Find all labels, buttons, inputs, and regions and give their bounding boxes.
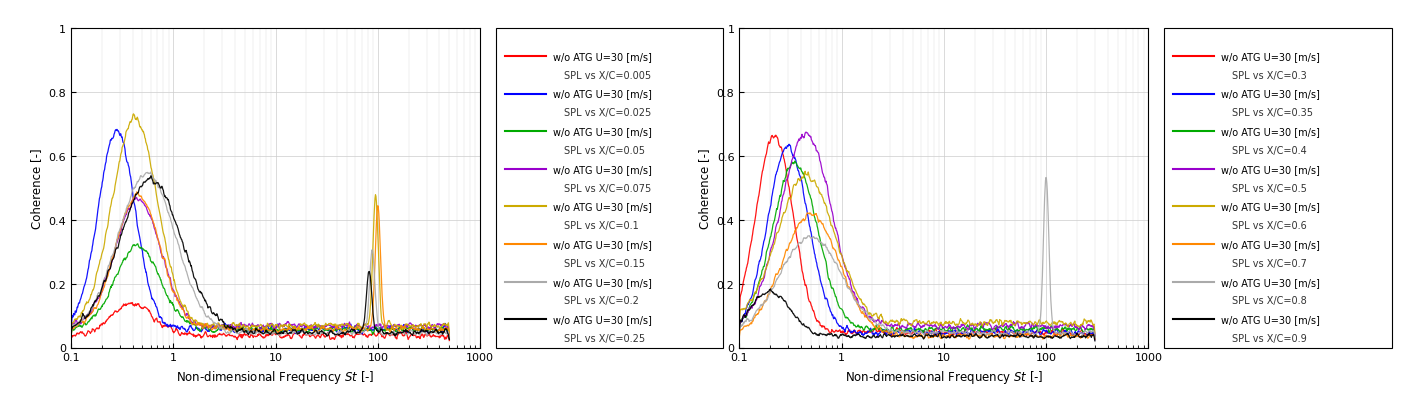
FancyBboxPatch shape bbox=[1164, 29, 1392, 348]
Text: w/o ATG U=30 [m/s]: w/o ATG U=30 [m/s] bbox=[552, 127, 652, 137]
Text: SPL vs X/C=0.8: SPL vs X/C=0.8 bbox=[1233, 296, 1308, 306]
X-axis label: Non-dimensional Frequency $St$ [-]: Non-dimensional Frequency $St$ [-] bbox=[176, 368, 375, 385]
Text: SPL vs X/C=0.15: SPL vs X/C=0.15 bbox=[564, 258, 645, 268]
Text: SPL vs X/C=0.005: SPL vs X/C=0.005 bbox=[564, 71, 652, 81]
Text: w/o ATG U=30 [m/s]: w/o ATG U=30 [m/s] bbox=[552, 89, 652, 99]
Text: SPL vs X/C=0.35: SPL vs X/C=0.35 bbox=[1233, 108, 1314, 118]
Text: SPL vs X/C=0.6: SPL vs X/C=0.6 bbox=[1233, 221, 1308, 231]
Text: SPL vs X/C=0.05: SPL vs X/C=0.05 bbox=[564, 146, 645, 155]
Y-axis label: Coherence [-]: Coherence [-] bbox=[30, 148, 43, 228]
Text: w/o ATG U=30 [m/s]: w/o ATG U=30 [m/s] bbox=[1221, 52, 1321, 62]
Text: w/o ATG U=30 [m/s]: w/o ATG U=30 [m/s] bbox=[1221, 202, 1321, 212]
Text: SPL vs X/C=0.3: SPL vs X/C=0.3 bbox=[1233, 71, 1308, 81]
Text: w/o ATG U=30 [m/s]: w/o ATG U=30 [m/s] bbox=[1221, 277, 1321, 287]
Text: w/o ATG U=30 [m/s]: w/o ATG U=30 [m/s] bbox=[552, 277, 652, 287]
Text: w/o ATG U=30 [m/s]: w/o ATG U=30 [m/s] bbox=[1221, 315, 1321, 324]
Text: w/o ATG U=30 [m/s]: w/o ATG U=30 [m/s] bbox=[1221, 127, 1321, 137]
Text: SPL vs X/C=0.075: SPL vs X/C=0.075 bbox=[564, 183, 652, 193]
Y-axis label: Coherence [-]: Coherence [-] bbox=[699, 148, 711, 228]
Text: SPL vs X/C=0.025: SPL vs X/C=0.025 bbox=[564, 108, 652, 118]
Text: w/o ATG U=30 [m/s]: w/o ATG U=30 [m/s] bbox=[552, 52, 652, 62]
Text: w/o ATG U=30 [m/s]: w/o ATG U=30 [m/s] bbox=[552, 164, 652, 174]
Text: w/o ATG U=30 [m/s]: w/o ATG U=30 [m/s] bbox=[552, 239, 652, 249]
Text: w/o ATG U=30 [m/s]: w/o ATG U=30 [m/s] bbox=[552, 315, 652, 324]
Text: SPL vs X/C=0.9: SPL vs X/C=0.9 bbox=[1233, 333, 1308, 343]
Text: SPL vs X/C=0.4: SPL vs X/C=0.4 bbox=[1233, 146, 1308, 155]
Text: w/o ATG U=30 [m/s]: w/o ATG U=30 [m/s] bbox=[1221, 164, 1321, 174]
X-axis label: Non-dimensional Frequency $St$ [-]: Non-dimensional Frequency $St$ [-] bbox=[845, 368, 1044, 385]
Text: SPL vs X/C=0.7: SPL vs X/C=0.7 bbox=[1233, 258, 1308, 268]
Text: SPL vs X/C=0.2: SPL vs X/C=0.2 bbox=[564, 296, 639, 306]
FancyBboxPatch shape bbox=[496, 29, 723, 348]
Text: w/o ATG U=30 [m/s]: w/o ATG U=30 [m/s] bbox=[1221, 239, 1321, 249]
Text: w/o ATG U=30 [m/s]: w/o ATG U=30 [m/s] bbox=[552, 202, 652, 212]
Text: SPL vs X/C=0.5: SPL vs X/C=0.5 bbox=[1233, 183, 1308, 193]
Text: w/o ATG U=30 [m/s]: w/o ATG U=30 [m/s] bbox=[1221, 89, 1321, 99]
Text: SPL vs X/C=0.25: SPL vs X/C=0.25 bbox=[564, 333, 645, 343]
Text: SPL vs X/C=0.1: SPL vs X/C=0.1 bbox=[564, 221, 639, 231]
